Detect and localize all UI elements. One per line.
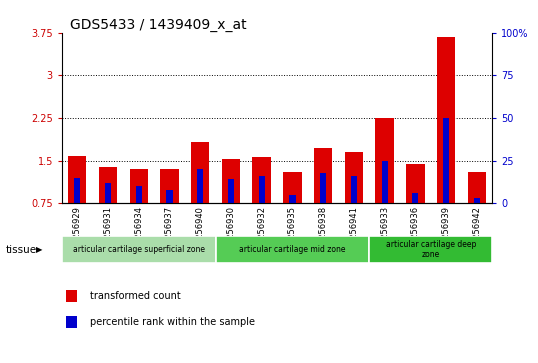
Bar (320, 172, 326, 203)
Text: articular cartilage mid zone: articular cartilage mid zone (239, 245, 346, 254)
Bar (74, 178, 80, 203)
Bar (66, 290, 77, 302)
Bar (283, 172, 302, 203)
Bar (474, 198, 480, 203)
Text: percentile rank within the sample: percentile rank within the sample (90, 317, 255, 327)
Text: ▶: ▶ (36, 245, 43, 254)
Bar (222, 159, 240, 203)
Bar (99, 167, 117, 203)
Bar (259, 176, 265, 203)
Bar (376, 118, 394, 203)
Text: tissue: tissue (5, 245, 37, 255)
Bar (351, 176, 357, 203)
Bar (68, 156, 87, 203)
Bar (166, 189, 173, 203)
Bar (443, 118, 449, 203)
Text: GDS5433 / 1439409_x_at: GDS5433 / 1439409_x_at (70, 18, 246, 32)
Bar (130, 168, 148, 203)
Bar (66, 317, 77, 328)
Bar (289, 195, 295, 203)
Bar (252, 157, 271, 203)
Text: transformed count: transformed count (90, 291, 181, 301)
Bar (191, 142, 209, 203)
Bar (369, 236, 492, 263)
Bar (136, 186, 142, 203)
Bar (216, 236, 369, 263)
Bar (160, 169, 179, 203)
Bar (62, 236, 216, 263)
Bar (197, 169, 203, 203)
Text: articular cartilage superficial zone: articular cartilage superficial zone (73, 245, 205, 254)
Bar (105, 183, 111, 203)
Bar (381, 161, 388, 203)
Bar (412, 193, 419, 203)
Bar (314, 148, 332, 203)
Text: articular cartilage deep
zone: articular cartilage deep zone (386, 240, 476, 259)
Bar (468, 172, 486, 203)
Bar (228, 179, 234, 203)
Bar (406, 164, 424, 203)
Bar (437, 37, 455, 203)
Bar (345, 152, 363, 203)
